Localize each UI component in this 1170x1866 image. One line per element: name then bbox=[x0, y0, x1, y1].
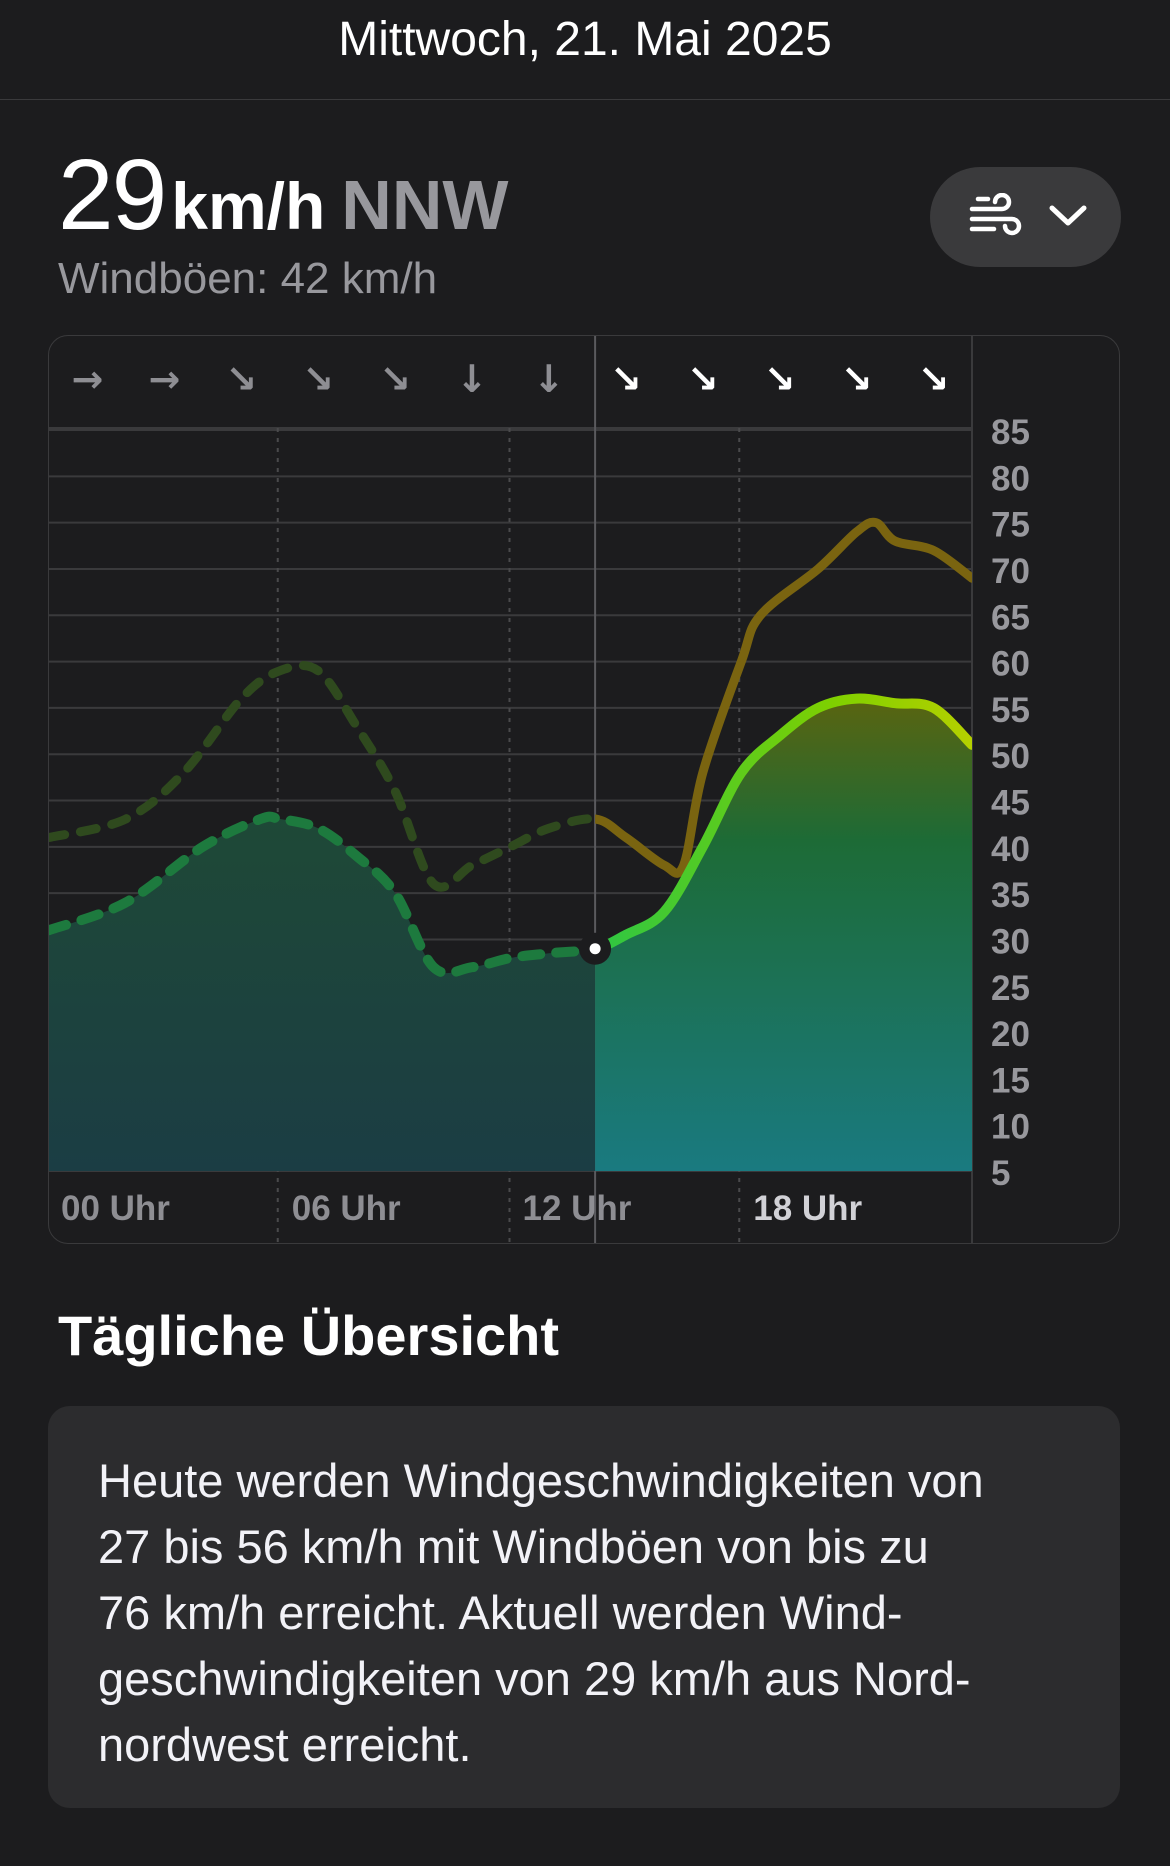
wind-area-past bbox=[49, 816, 596, 1171]
wind-chart[interactable]: → → ↘ ↘ ↘ ↓ ↓ ↘ ↘ ↘ ↘ ↘ 85 80 75 70 65 60 55 50 45 40 35 30 25 2… bbox=[48, 335, 1120, 1244]
wind-direction-arrow-icon: ↘ bbox=[302, 357, 334, 401]
y-tick-label: 60 bbox=[991, 645, 1030, 684]
current-wind: 29 km/h NNW bbox=[58, 138, 508, 251]
wind-icon bbox=[969, 193, 1022, 236]
summary-line: nordwest erreicht. bbox=[98, 1718, 472, 1771]
current-speed: 29 bbox=[58, 139, 167, 251]
gust-text: Windböen: 42 km/h bbox=[58, 254, 438, 303]
current-value-dot bbox=[589, 943, 601, 955]
chevron-down-icon bbox=[1049, 205, 1087, 226]
summary-line: Heute werden Windgeschwindigkeiten von bbox=[98, 1454, 984, 1507]
y-tick-label: 40 bbox=[991, 830, 1030, 869]
y-tick-label: 15 bbox=[991, 1061, 1030, 1100]
wind-area-forecast bbox=[595, 698, 972, 1171]
date-title: Mittwoch, 21. Mai 2025 bbox=[338, 13, 832, 66]
summary-line: geschwindigkeiten von 29 km/h aus Nord- bbox=[98, 1652, 971, 1705]
wind-direction-arrow-icon: ↘ bbox=[764, 357, 796, 401]
y-tick-label: 55 bbox=[991, 691, 1030, 730]
y-tick-label: 35 bbox=[991, 876, 1030, 915]
wind-direction-arrow-icon: ↘ bbox=[610, 357, 642, 401]
y-tick-label: 80 bbox=[991, 459, 1030, 498]
gust-line-past bbox=[49, 661, 596, 892]
summary-line: 27 bis 56 km/h mit Windböen von bis zu bbox=[98, 1520, 929, 1573]
daily-summary-text: Heute werden Windgeschwindigkeiten von 2… bbox=[98, 1448, 1070, 1778]
daily-summary-title: Tägliche Übersicht bbox=[58, 1304, 560, 1367]
summary-line: 76 km/h erreicht. Aktuell werden Wind- bbox=[98, 1586, 903, 1639]
y-tick-label: 25 bbox=[991, 969, 1030, 1008]
gust-line-forecast bbox=[595, 517, 972, 878]
wind-line-past bbox=[49, 811, 596, 979]
y-tick-label: 75 bbox=[991, 506, 1030, 545]
current-speed-unit: km/h bbox=[171, 169, 326, 243]
y-tick-label: 50 bbox=[991, 737, 1030, 776]
y-tick-label: 85 bbox=[991, 413, 1030, 452]
wind-direction-arrow-icon: ↘ bbox=[225, 357, 257, 401]
y-tick-label: 70 bbox=[991, 552, 1030, 591]
daily-summary-card: Heute werden Windgeschwindigkeiten von 2… bbox=[48, 1406, 1120, 1808]
wind-chart-svg: → → ↘ ↘ ↘ ↓ ↓ ↘ ↘ ↘ ↘ ↘ 85 80 75 70 65 60 55 50 45 40 35 30 25 2… bbox=[49, 336, 1030, 1243]
wind-direction-arrow-icon: ↘ bbox=[687, 357, 719, 401]
y-tick-label: 20 bbox=[991, 1015, 1030, 1054]
wind-line-forecast bbox=[595, 693, 972, 954]
wind-direction-arrow-icon: ↘ bbox=[379, 357, 411, 401]
header: Mittwoch, 21. Mai 2025 bbox=[0, 0, 1170, 100]
y-tick-label: 65 bbox=[991, 598, 1030, 637]
y-tick-label: 45 bbox=[991, 784, 1030, 823]
wind-direction-arrow-icon: ↘ bbox=[918, 357, 950, 401]
wind-direction-arrow-icon: → bbox=[72, 357, 104, 401]
wind-direction-arrow-icon: ↘ bbox=[841, 357, 873, 401]
x-tick-label: 06 Uhr bbox=[292, 1189, 401, 1228]
x-tick-label: 12 Uhr bbox=[523, 1189, 632, 1228]
current-direction: NNW bbox=[341, 166, 509, 244]
wind-direction-arrow-icon: ↓ bbox=[533, 357, 565, 401]
wind-direction-arrow-icon: ↓ bbox=[456, 357, 488, 401]
y-tick-label: 30 bbox=[991, 922, 1030, 961]
x-tick-label: 00 Uhr bbox=[61, 1189, 170, 1228]
y-tick-label: 5 bbox=[991, 1154, 1010, 1193]
y-tick-label: 10 bbox=[991, 1108, 1030, 1147]
metric-selector-button[interactable] bbox=[930, 167, 1121, 267]
wind-direction-arrow-icon: → bbox=[148, 357, 180, 401]
x-tick-label: 18 Uhr bbox=[753, 1189, 862, 1228]
